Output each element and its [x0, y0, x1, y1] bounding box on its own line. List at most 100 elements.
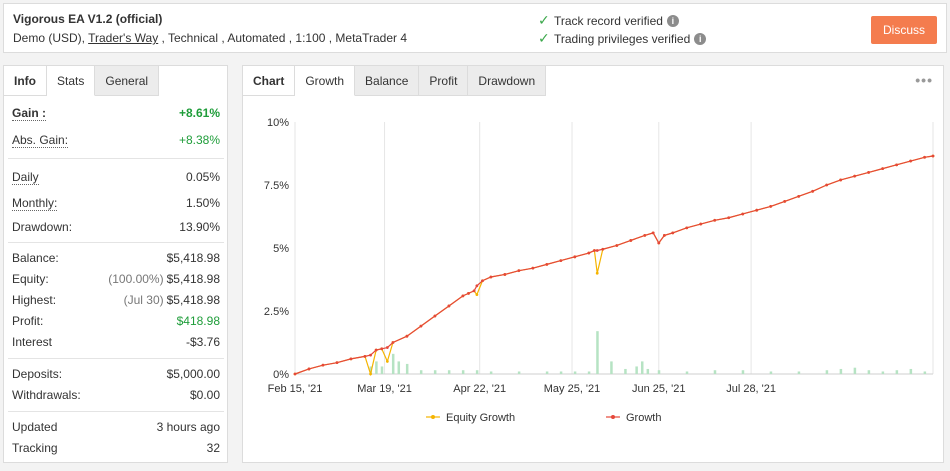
check-icon: ✓ — [538, 12, 550, 28]
data-point — [385, 346, 389, 349]
volume-bar — [419, 370, 423, 374]
deposits-value: $5,000.00 — [166, 367, 220, 381]
data-point — [405, 334, 409, 338]
volume-bar — [397, 361, 401, 374]
subtitle-post: , Technical , Automated , 1:100 , MetaTr… — [158, 31, 408, 45]
data-point — [867, 171, 871, 174]
volume-bar — [895, 370, 899, 374]
data-point — [335, 361, 339, 365]
data-point — [545, 262, 549, 266]
volume-bar — [685, 371, 689, 374]
tab-drawdown[interactable]: Drawdown — [468, 66, 547, 96]
data-point — [811, 189, 815, 193]
stat-deposits: Deposits: $5,000.00 — [12, 364, 220, 384]
gain-label[interactable]: Gain : — [12, 105, 47, 121]
volume-bar — [489, 371, 493, 374]
x-tick-label: Jun 25, '21 — [632, 383, 685, 395]
stat-monthly: Monthly: 1.50% — [12, 193, 220, 213]
volume-bar — [923, 371, 927, 374]
volume-bar — [461, 370, 465, 374]
stat-withdrawals: Withdrawals: $0.00 — [12, 385, 220, 405]
daily-label[interactable]: Daily — [12, 169, 39, 185]
subtitle-pre: Demo (USD), — [13, 31, 89, 45]
volume-bar — [391, 353, 395, 374]
volume-bar — [657, 370, 661, 374]
data-point — [380, 347, 384, 351]
data-point — [321, 363, 325, 367]
series-line — [294, 155, 934, 375]
account-header: Vigorous EA V1.2 (official) Demo (USD), … — [3, 3, 947, 53]
stat-equity: Equity: (100.00%) $5,418.98 — [12, 269, 220, 289]
drawdown-label: Drawdown: — [12, 220, 73, 234]
monthly-label[interactable]: Monthly: — [12, 195, 58, 211]
legend-label: Growth — [626, 412, 661, 424]
tab-balance[interactable]: Balance — [355, 66, 420, 96]
volume-bar — [433, 370, 437, 374]
broker-link[interactable]: Trader's Way — [88, 31, 159, 45]
trading-privileges-verified: ✓ Trading privileges verified i — [538, 30, 707, 47]
equity-percent: (100.00%) — [108, 272, 164, 286]
y-tick-label: 0% — [273, 369, 289, 381]
volume-bar — [596, 331, 599, 374]
volume-bar — [646, 368, 650, 374]
volume-bar — [545, 371, 549, 374]
volume-bar — [640, 361, 644, 374]
stat-highest: Highest: (Jul 30) $5,418.98 — [12, 290, 220, 310]
tab-info[interactable]: Info — [4, 66, 47, 96]
x-tick-label: Feb 15, '21 — [268, 383, 323, 395]
data-point — [825, 183, 829, 187]
stat-tracking: Tracking 32 — [12, 438, 220, 458]
tab-chart[interactable]: Chart — [243, 66, 296, 96]
tab-profit[interactable]: Profit — [419, 66, 469, 96]
trading-privileges-label: Trading privileges verified — [554, 31, 691, 46]
volume-bar — [587, 371, 591, 374]
volume-bar — [380, 366, 384, 374]
data-point — [601, 247, 605, 251]
volume-bar — [559, 371, 563, 374]
data-point — [369, 353, 372, 357]
chart-panel: Chart Growth Balance Profit Drawdown •••… — [242, 65, 944, 463]
volume-bar — [375, 361, 378, 374]
x-tick-label: May 25, '21 — [544, 383, 601, 395]
discuss-button[interactable]: Discuss — [871, 16, 937, 44]
data-point — [651, 231, 655, 235]
series-line — [294, 155, 934, 377]
volume-bar — [839, 368, 843, 374]
legend-marker — [611, 415, 615, 419]
tab-growth[interactable]: Growth — [295, 66, 356, 96]
volume-bar — [797, 371, 801, 374]
data-point — [489, 275, 493, 279]
data-point — [587, 251, 591, 255]
divider — [8, 411, 224, 412]
daily-value: 0.05% — [185, 170, 220, 184]
data-point — [517, 269, 521, 273]
data-point — [307, 367, 311, 371]
data-point — [671, 231, 675, 235]
data-point — [923, 155, 927, 159]
stat-updated: Updated 3 hours ago — [12, 417, 220, 437]
data-point — [699, 222, 703, 226]
more-options-icon[interactable]: ••• — [915, 72, 933, 88]
volume-bar — [769, 371, 773, 374]
volume-bar — [853, 367, 857, 374]
tab-stats[interactable]: Stats — [47, 66, 96, 96]
data-point — [713, 218, 717, 222]
info-icon[interactable]: i — [694, 32, 707, 45]
volume-bar — [909, 368, 913, 374]
data-point — [385, 360, 389, 363]
data-point — [559, 259, 563, 262]
data-point — [447, 304, 451, 308]
equity-value: $5,418.98 — [166, 272, 220, 286]
data-point — [895, 163, 899, 167]
account-subtitle: Demo (USD), Trader's Way , Technical , A… — [13, 31, 407, 45]
divider — [8, 158, 224, 159]
abs-gain-label[interactable]: Abs. Gain: — [12, 132, 69, 148]
highest-value: $5,418.98 — [166, 293, 220, 307]
info-icon[interactable]: i — [666, 14, 679, 27]
legend-marker — [431, 415, 435, 419]
updated-value: 3 hours ago — [156, 420, 220, 434]
tab-general[interactable]: General — [95, 66, 160, 96]
withdrawals-label: Withdrawals: — [12, 388, 81, 402]
data-point — [363, 354, 367, 358]
interest-label: Interest — [12, 335, 53, 349]
